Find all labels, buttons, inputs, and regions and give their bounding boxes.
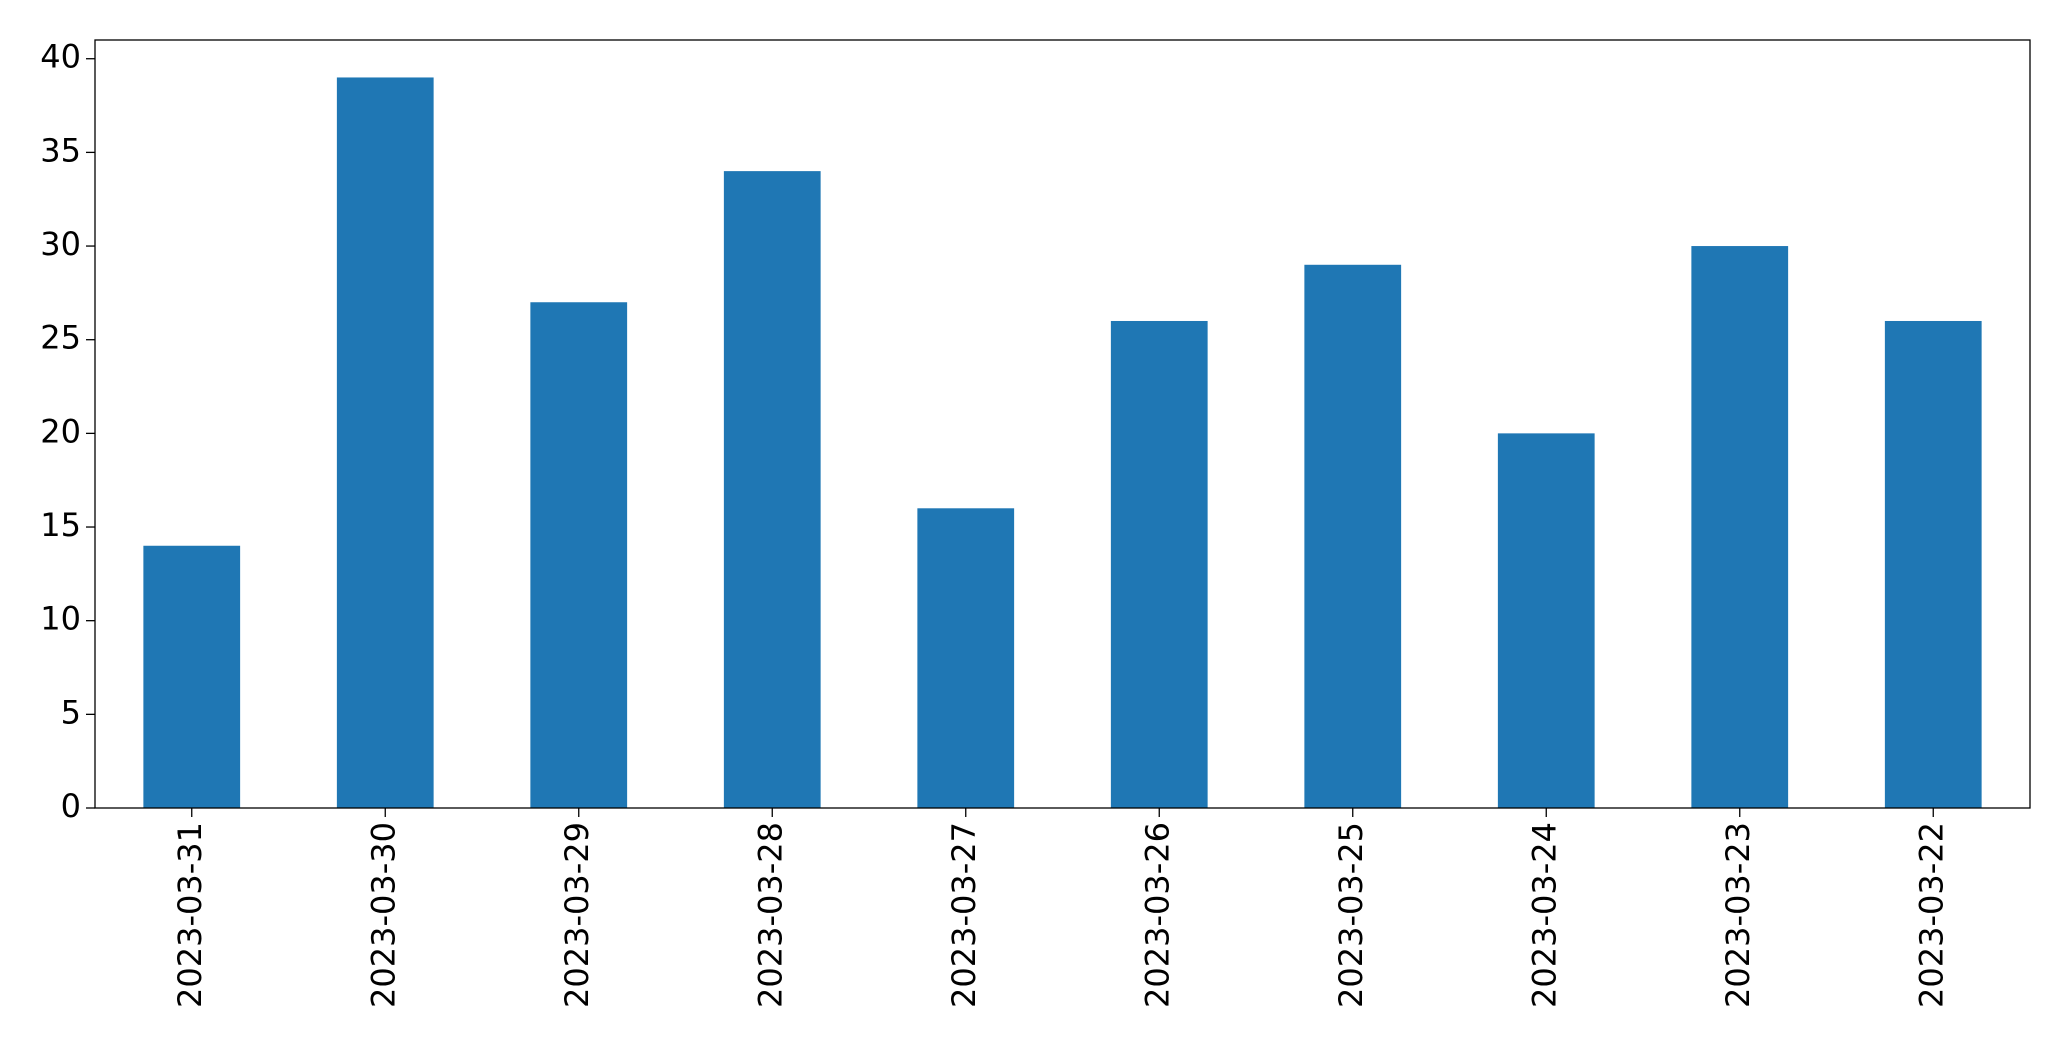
y-tick-label: 35: [40, 131, 81, 169]
y-tick-label: 0: [61, 787, 81, 825]
bar: [1110, 320, 1208, 808]
y-tick-label: 5: [61, 693, 81, 731]
bar: [1884, 320, 1982, 808]
bar: [530, 302, 628, 808]
x-tick-label: 2023-03-27: [945, 822, 983, 1008]
plot-frame: [94, 39, 2031, 809]
y-tick-label: 10: [40, 600, 81, 638]
x-tick-label: 2023-03-29: [558, 822, 596, 1008]
bar: [1497, 433, 1595, 808]
y-tick-label: 25: [40, 319, 81, 357]
bar: [723, 171, 821, 808]
x-tick-label: 2023-03-26: [1138, 822, 1176, 1008]
y-tick-label: 30: [40, 225, 81, 263]
bar: [336, 77, 434, 808]
bar: [143, 545, 241, 808]
x-tick-label: 2023-03-31: [171, 822, 209, 1008]
y-tick-label: 40: [40, 38, 81, 76]
bar: [1691, 246, 1789, 809]
bar: [1304, 264, 1402, 808]
x-tick-label: 2023-03-30: [364, 822, 402, 1008]
x-tick-label: 2023-03-23: [1719, 822, 1757, 1008]
y-tick-label: 15: [40, 506, 81, 544]
bar: [917, 508, 1015, 808]
x-tick-label: 2023-03-24: [1525, 822, 1563, 1008]
x-tick-label: 2023-03-28: [751, 822, 789, 1008]
y-tick-label: 20: [40, 412, 81, 450]
x-tick-label: 2023-03-25: [1332, 822, 1370, 1008]
x-tick-label: 2023-03-22: [1912, 822, 1950, 1008]
